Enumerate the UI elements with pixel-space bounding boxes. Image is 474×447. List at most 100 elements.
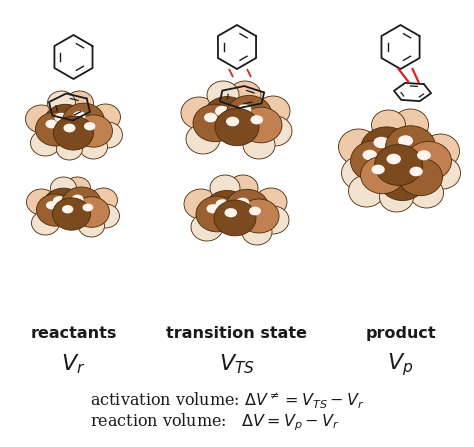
Ellipse shape (84, 122, 95, 131)
Ellipse shape (55, 113, 68, 122)
Ellipse shape (204, 190, 250, 230)
Ellipse shape (255, 188, 287, 216)
Ellipse shape (82, 203, 93, 211)
Ellipse shape (64, 124, 75, 132)
Ellipse shape (181, 97, 217, 129)
Ellipse shape (62, 205, 73, 213)
Ellipse shape (258, 116, 292, 146)
Ellipse shape (380, 182, 413, 212)
Ellipse shape (46, 201, 57, 210)
Ellipse shape (79, 215, 104, 237)
Ellipse shape (361, 156, 404, 194)
Ellipse shape (225, 189, 269, 227)
Ellipse shape (214, 200, 256, 236)
Ellipse shape (207, 81, 239, 109)
Ellipse shape (54, 116, 93, 150)
Ellipse shape (226, 96, 272, 135)
Text: product: product (365, 325, 436, 341)
Ellipse shape (50, 177, 76, 199)
Ellipse shape (43, 188, 84, 224)
Ellipse shape (196, 196, 238, 232)
Ellipse shape (65, 91, 93, 115)
Ellipse shape (27, 189, 56, 215)
Ellipse shape (228, 175, 258, 201)
Ellipse shape (372, 164, 385, 174)
Ellipse shape (257, 206, 289, 234)
Ellipse shape (240, 107, 282, 143)
Ellipse shape (36, 112, 75, 146)
Ellipse shape (417, 150, 431, 160)
Ellipse shape (342, 156, 380, 190)
Ellipse shape (216, 199, 229, 209)
Ellipse shape (243, 131, 275, 159)
Text: reaction volume:   $\Delta V = V_p - V_r$: reaction volume: $\Delta V = V_p - V_r$ (90, 412, 339, 433)
Ellipse shape (31, 211, 59, 235)
Ellipse shape (425, 157, 461, 189)
Ellipse shape (363, 150, 377, 160)
Ellipse shape (30, 130, 61, 156)
Ellipse shape (210, 175, 240, 201)
Ellipse shape (184, 189, 218, 219)
Ellipse shape (44, 104, 88, 142)
Ellipse shape (62, 187, 101, 221)
Text: $V_r$: $V_r$ (61, 353, 86, 376)
Ellipse shape (410, 167, 423, 176)
Ellipse shape (242, 219, 272, 245)
Ellipse shape (73, 111, 86, 120)
Ellipse shape (380, 161, 426, 201)
Ellipse shape (80, 135, 108, 159)
Ellipse shape (207, 204, 219, 213)
Ellipse shape (385, 126, 436, 168)
Ellipse shape (26, 105, 57, 133)
Ellipse shape (421, 134, 459, 168)
Ellipse shape (372, 110, 406, 140)
Ellipse shape (226, 117, 239, 127)
Ellipse shape (386, 154, 401, 164)
Ellipse shape (186, 124, 220, 154)
Ellipse shape (215, 108, 259, 146)
Ellipse shape (91, 204, 119, 228)
Ellipse shape (53, 198, 91, 230)
Text: activation volume: $\Delta V^{\neq}= V_{TS} - V_r$: activation volume: $\Delta V^{\neq}= V_{… (90, 390, 365, 410)
Ellipse shape (46, 120, 57, 128)
Ellipse shape (73, 197, 109, 228)
Ellipse shape (391, 170, 405, 180)
Ellipse shape (90, 188, 118, 212)
Ellipse shape (399, 158, 443, 196)
Ellipse shape (374, 137, 389, 148)
Ellipse shape (351, 141, 399, 181)
Ellipse shape (193, 104, 237, 142)
Ellipse shape (361, 127, 412, 171)
Text: transition state: transition state (166, 325, 308, 341)
Ellipse shape (374, 144, 422, 186)
Ellipse shape (63, 103, 104, 139)
Ellipse shape (47, 91, 75, 115)
Text: $V_{TS}$: $V_{TS}$ (219, 353, 255, 376)
Text: $V_p$: $V_p$ (387, 351, 414, 378)
Ellipse shape (398, 135, 413, 146)
Ellipse shape (338, 129, 379, 165)
Text: reactants: reactants (30, 325, 117, 341)
Ellipse shape (256, 96, 290, 126)
Ellipse shape (215, 106, 229, 116)
Ellipse shape (348, 175, 384, 207)
Ellipse shape (250, 115, 263, 124)
Ellipse shape (64, 177, 91, 199)
Ellipse shape (74, 115, 112, 147)
Ellipse shape (229, 81, 261, 109)
Ellipse shape (225, 208, 237, 217)
Ellipse shape (249, 207, 261, 215)
Ellipse shape (72, 194, 83, 203)
Ellipse shape (53, 196, 65, 205)
Ellipse shape (239, 199, 279, 233)
Ellipse shape (91, 104, 120, 130)
Ellipse shape (410, 178, 444, 208)
Ellipse shape (92, 122, 122, 148)
Ellipse shape (406, 141, 452, 181)
Ellipse shape (56, 138, 82, 160)
Ellipse shape (236, 198, 249, 207)
Ellipse shape (204, 113, 217, 122)
Ellipse shape (392, 109, 428, 141)
Ellipse shape (191, 213, 223, 241)
Ellipse shape (237, 104, 251, 114)
